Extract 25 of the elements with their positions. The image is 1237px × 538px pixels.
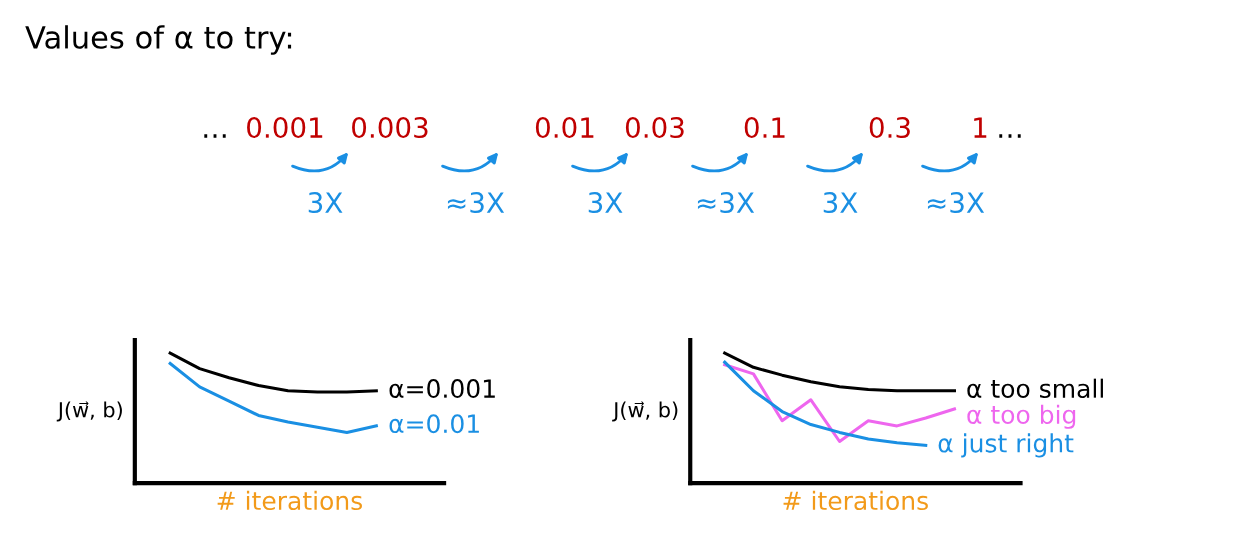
x-axis-title: # iterations [783,490,928,511]
text: 0.1 [744,117,785,139]
text: 0.01 [535,117,594,139]
y-axis-title: J(w⃗, b) [56,401,122,422]
text: Values of α to try: [25,25,292,55]
text: 3X [588,192,623,214]
series-label: α too small [967,378,1103,399]
text: 1 [974,117,987,138]
y-axis-title: J(w⃗, b) [612,401,678,422]
text: ≈3X [447,192,505,214]
text: 0.001 [247,117,323,139]
series-label: α just right [938,433,1074,458]
text: ≈3X [927,192,985,214]
text: 3X [308,192,343,214]
series-label: α=0.01 [389,414,479,434]
text: … [999,134,1021,138]
text: 3X [823,192,858,214]
series-label: α=0.001 [389,379,495,399]
text: 0.3 [869,117,910,139]
text: ≈3X [697,192,755,214]
x-axis-title: # iterations [217,490,363,511]
text: 0.03 [625,117,684,139]
text: … [204,134,226,138]
series-label: α too big [967,404,1076,429]
text: 0.003 [352,117,428,139]
